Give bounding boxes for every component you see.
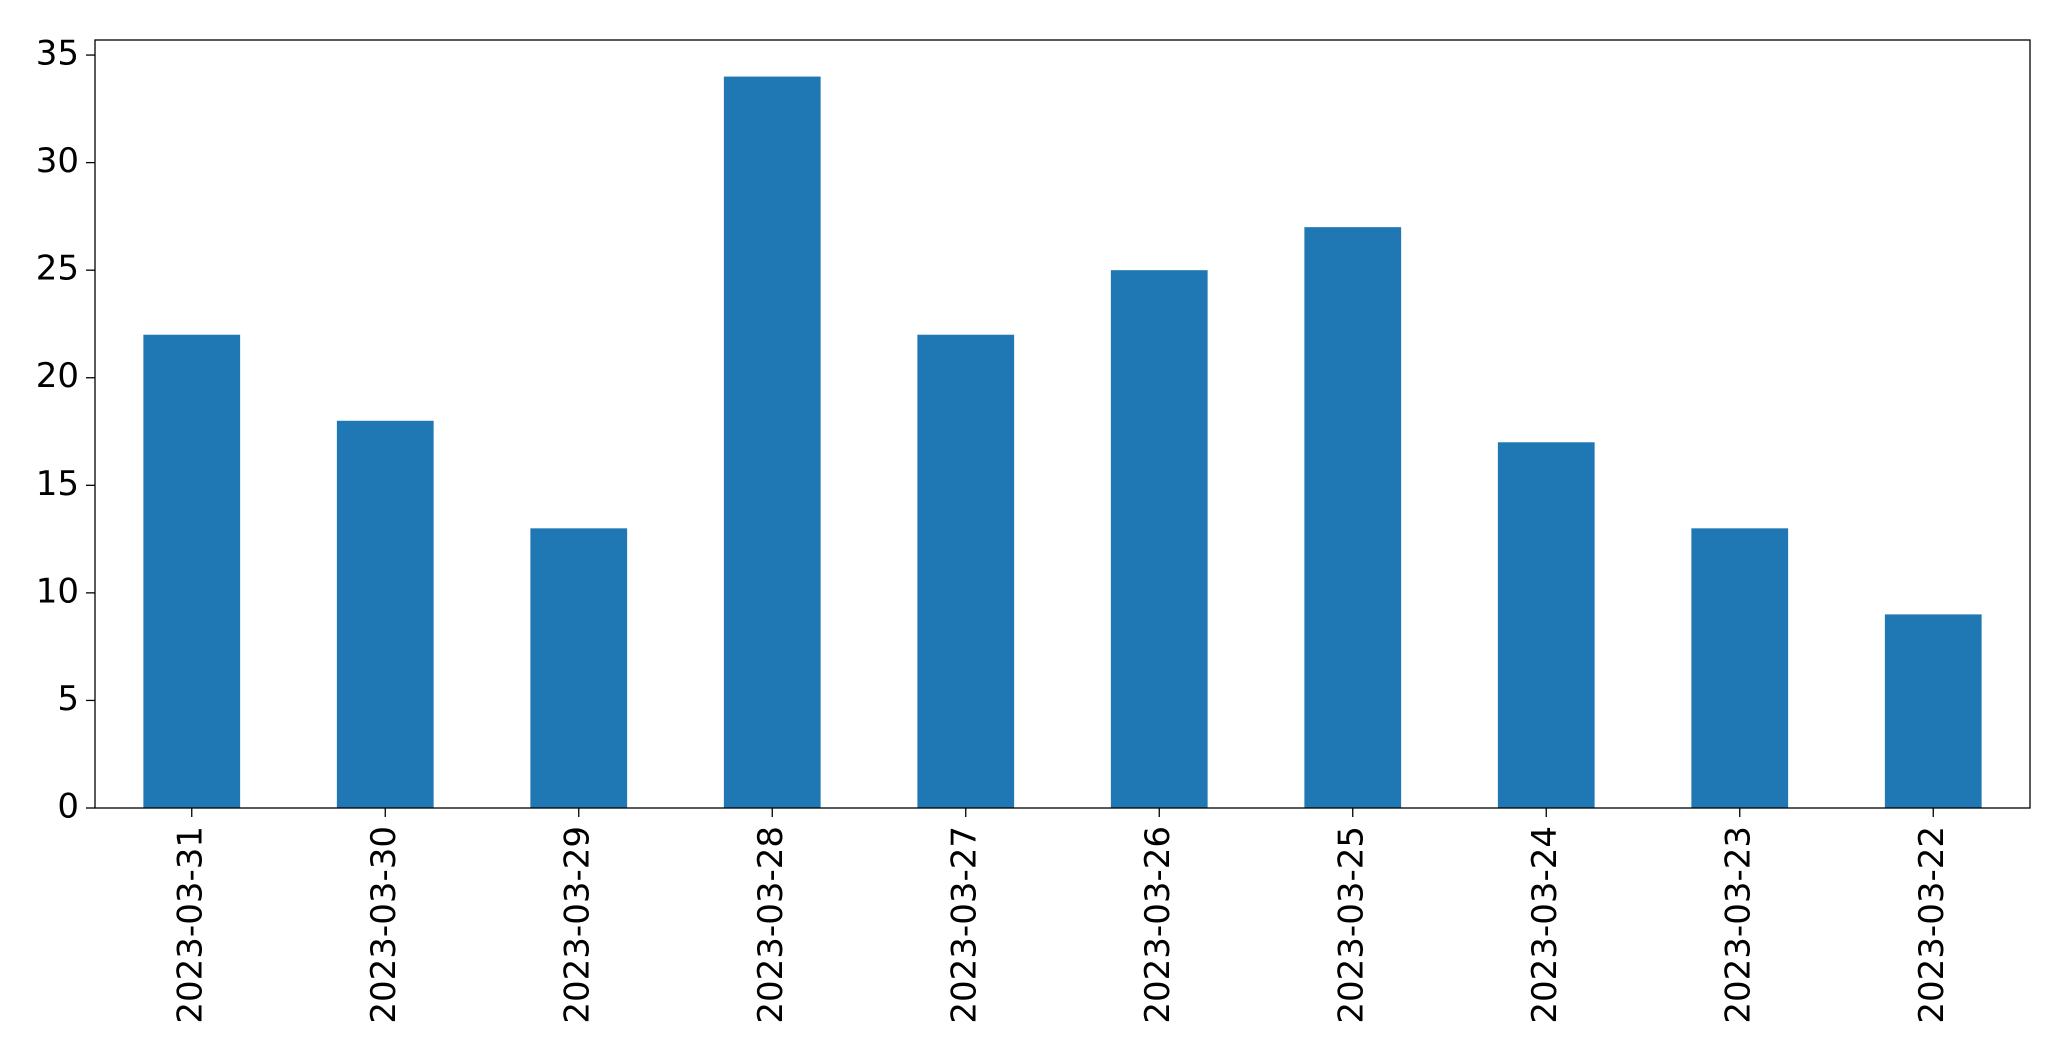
bar (1110, 270, 1208, 808)
bar (1497, 442, 1595, 808)
x-tick-label: 2023-03-30 (364, 826, 404, 1024)
y-tick-label: 35 (36, 34, 79, 74)
x-tick-label: 2023-03-26 (1138, 826, 1178, 1024)
bar (1884, 614, 1982, 808)
y-tick-label: 10 (36, 571, 79, 611)
bar (1304, 227, 1402, 808)
bar (336, 420, 434, 808)
x-tick-label: 2023-03-31 (170, 826, 210, 1024)
x-tick-label: 2023-03-23 (1718, 826, 1758, 1024)
x-tick-label: 2023-03-24 (1525, 826, 1565, 1024)
x-tick-label: 2023-03-22 (1912, 826, 1952, 1024)
x-tick-label: 2023-03-28 (751, 826, 791, 1024)
bar (917, 334, 1015, 808)
y-tick-label: 0 (57, 787, 79, 827)
bar (1691, 528, 1789, 808)
x-tick-label: 2023-03-29 (557, 826, 597, 1024)
axes-frame (94, 39, 2031, 809)
x-tick-label: 2023-03-25 (1331, 826, 1371, 1024)
y-tick-label: 25 (36, 249, 79, 289)
bar (143, 334, 241, 808)
x-tick-label: 2023-03-27 (944, 826, 984, 1024)
y-tick-label: 5 (57, 679, 79, 719)
y-tick-label: 15 (36, 464, 79, 504)
bar (530, 528, 628, 808)
y-tick-label: 30 (36, 141, 79, 181)
bar (723, 76, 821, 809)
y-tick-label: 20 (36, 356, 79, 396)
